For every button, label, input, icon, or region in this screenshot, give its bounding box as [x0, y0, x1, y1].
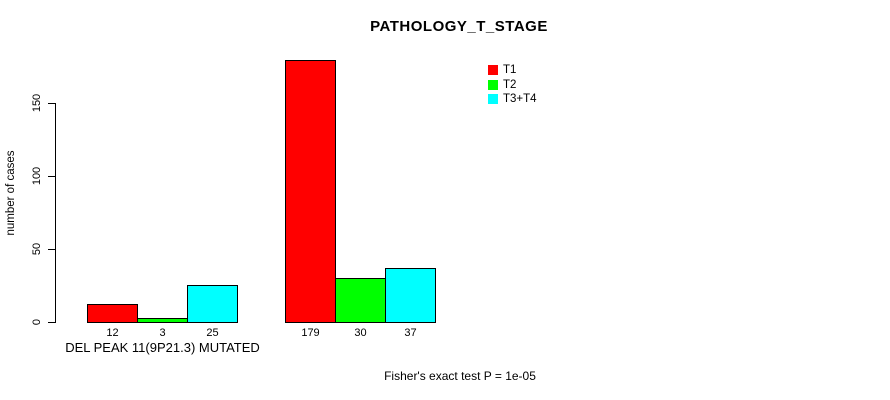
legend-item-T2: T2 — [488, 78, 537, 93]
legend-label: T2 — [503, 78, 517, 91]
y-tick-label: 50 — [31, 242, 43, 256]
legend-label: T1 — [503, 64, 517, 77]
bar-T1-group2 — [285, 60, 336, 323]
bar-T1-group1 — [87, 304, 138, 323]
bar-T3+T4-group2 — [385, 268, 436, 323]
bar-value-label: 37 — [404, 327, 417, 339]
stat-annotation: Fisher's exact test P = 1e-05 — [384, 369, 536, 383]
legend-swatch-icon — [488, 79, 498, 90]
legend-swatch-icon — [488, 65, 498, 76]
bar-T2-group1 — [137, 318, 188, 323]
y-tick-label: 150 — [31, 93, 43, 112]
y-axis-tick — [48, 322, 55, 323]
group-axis-label: DEL PEAK 11(9P21.3) MUTATED — [65, 340, 260, 355]
bar-T3+T4-group1 — [187, 285, 238, 323]
y-axis-title: number of cases — [5, 150, 17, 236]
y-axis-tick — [48, 102, 55, 104]
y-tick-label: 100 — [31, 166, 43, 185]
bar-value-label: 12 — [106, 327, 119, 339]
y-axis-tick — [48, 175, 55, 177]
legend-item-T3+T4: T3+T4 — [488, 92, 537, 107]
bar-value-label: 25 — [206, 327, 219, 339]
bar-value-label: 3 — [159, 327, 166, 339]
y-tick-label: 0 — [31, 318, 43, 326]
chart-title: PATHOLOGY_T_STAGE — [370, 18, 548, 35]
y-axis-tick — [48, 248, 55, 250]
y-axis-line — [55, 103, 56, 323]
legend-item-T1: T1 — [488, 63, 537, 78]
bar-value-label: 179 — [301, 327, 320, 339]
bar-T2-group2 — [335, 278, 386, 323]
legend-swatch-icon — [488, 94, 498, 105]
legend-label: T3+T4 — [503, 93, 537, 106]
legend: T1 T2 T3+T4 — [488, 63, 537, 107]
bar-value-label: 30 — [354, 327, 367, 339]
